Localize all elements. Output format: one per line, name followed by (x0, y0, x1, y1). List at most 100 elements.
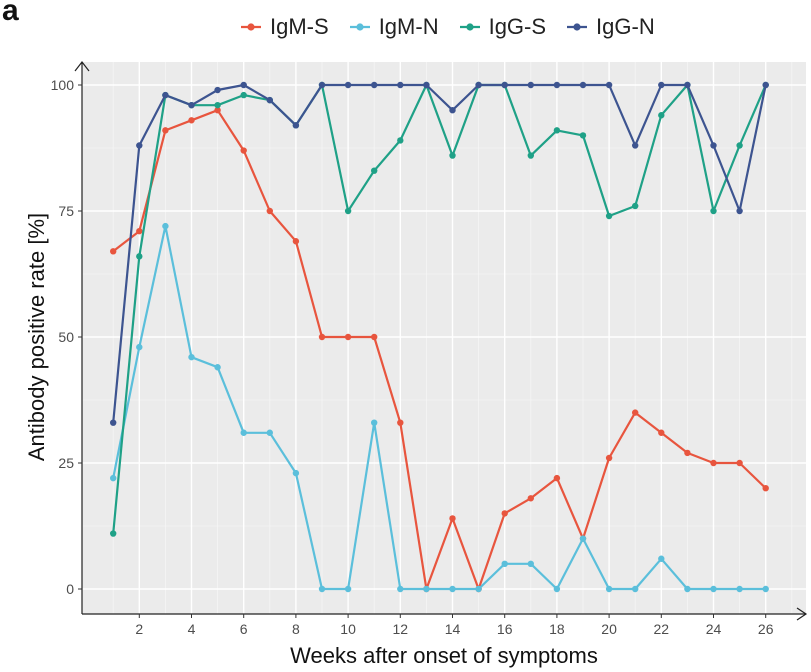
data-point-igm-n (553, 585, 561, 593)
data-point-igg-n (423, 81, 430, 89)
data-point-igm-n (423, 585, 430, 593)
data-point-igg-s (736, 142, 743, 149)
x-tick-label: 20 (601, 621, 617, 637)
data-point-igm-s (762, 485, 769, 492)
data-point-igm-n (658, 555, 665, 562)
data-point-igg-s (371, 167, 378, 174)
data-point-igg-s (710, 207, 717, 215)
data-point-igg-n (736, 207, 743, 215)
data-point-igg-s (553, 127, 561, 134)
y-tick-label: 25 (58, 455, 74, 471)
data-point-igm-n (710, 585, 717, 593)
data-point-igm-n (579, 535, 587, 542)
legend-key (567, 23, 588, 31)
data-point-igm-s (371, 333, 378, 341)
data-point-igg-n (501, 81, 508, 89)
data-point-igg-n (110, 419, 117, 426)
data-point-igm-s (110, 248, 117, 255)
data-point-igm-s (162, 127, 169, 134)
data-point-igg-n (318, 81, 326, 89)
legend-item-igm-s: IgM-S (240, 14, 329, 40)
x-tick-label: 22 (654, 621, 670, 637)
data-point-igg-s (527, 152, 534, 159)
data-point-igm-n (527, 560, 534, 567)
data-point-igg-n (605, 81, 613, 89)
legend-key (241, 23, 261, 31)
data-point-igg-n (658, 81, 665, 89)
data-point-igm-n (762, 585, 769, 593)
data-point-igg-s (110, 530, 117, 537)
x-tick-label: 4 (188, 621, 196, 637)
data-point-igg-n (344, 81, 352, 89)
legend-item-igm-n: IgM-N (349, 14, 439, 40)
data-point-igm-s (605, 454, 613, 462)
data-point-igg-n (240, 81, 247, 89)
data-point-igm-n (397, 585, 404, 593)
data-point-igm-s (214, 107, 221, 114)
data-point-igg-n (762, 81, 769, 89)
series-line-igg-s (112, 83, 767, 534)
data-point-igm-s (527, 495, 534, 502)
data-point-igg-n (188, 101, 195, 109)
x-tick-label: 14 (445, 621, 461, 637)
data-point-igg-s (579, 132, 587, 139)
x-tick-label: 2 (135, 621, 143, 637)
data-point-igm-n (449, 585, 456, 593)
legend-label: IgM-N (378, 14, 439, 39)
y-tick-label: 75 (58, 203, 74, 219)
data-point-igg-n (266, 96, 273, 104)
plot-panel (82, 62, 806, 614)
data-point-igg-s (605, 212, 613, 220)
grid (82, 62, 806, 614)
y-tick-label: 0 (66, 581, 74, 597)
data-point-igm-n (318, 585, 326, 593)
data-point-igg-s (397, 137, 404, 144)
data-point-igm-n (475, 585, 482, 593)
data-point-igm-s (684, 449, 691, 457)
data-point-igm-n (240, 429, 247, 436)
data-point-igg-n (214, 86, 221, 94)
data-point-igg-s (449, 152, 456, 159)
data-point-igm-n (344, 585, 352, 593)
x-axis-label: Weeks after onset of symptoms (290, 643, 598, 668)
legend-item-igg-n: IgG-N (566, 14, 655, 40)
legend: IgM-S IgM-N IgG-S IgG-N (240, 14, 655, 40)
data-point-igm-n (188, 353, 195, 361)
data-point-igm-n (684, 585, 691, 593)
x-tick-label: 12 (393, 621, 409, 637)
axes (74, 61, 808, 621)
data-point-igg-n (292, 122, 300, 129)
y-axis-arrow (74, 61, 90, 72)
data-point-igm-n (736, 585, 743, 593)
x-tick-label: 24 (706, 621, 722, 637)
data-point-igm-n (501, 560, 508, 567)
series-line-igm-s (112, 109, 767, 591)
legend-key (349, 23, 370, 31)
data-point-igm-n (371, 419, 378, 426)
legend-label: IgG-S (488, 14, 547, 39)
data-point-igm-s (240, 147, 247, 154)
data-point-igm-n (110, 474, 117, 482)
legend-key (459, 23, 480, 31)
data-point-igg-n (449, 107, 456, 114)
data-point-igm-s (188, 117, 195, 124)
data-point-igm-n (214, 364, 221, 371)
data-point-igg-s (214, 101, 221, 109)
data-point-igm-s (632, 409, 639, 416)
x-tick-label: 26 (758, 621, 774, 637)
data-point-igm-n (632, 585, 639, 593)
data-point-igm-s (266, 207, 273, 215)
series-igm-n (110, 222, 769, 593)
x-tick-label: 18 (549, 621, 565, 637)
x-tick-label: 16 (497, 621, 513, 637)
data-point-igm-s (501, 510, 508, 517)
data-point-igm-s (658, 429, 665, 436)
y-tick-label: 50 (58, 329, 74, 345)
series-line-igg-n (112, 83, 767, 423)
data-point-igm-n (292, 469, 300, 477)
x-tick-label: 6 (240, 621, 248, 637)
data-point-igg-n (162, 91, 169, 99)
data-point-igg-s (136, 253, 143, 260)
data-point-igg-n (579, 81, 587, 89)
